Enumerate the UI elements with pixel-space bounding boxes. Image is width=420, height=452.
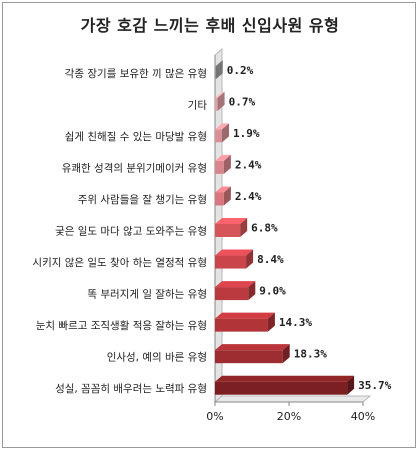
category-label: 똑 부러지게 일 잘하는 유형 — [87, 288, 207, 301]
chart-frame — [2, 2, 416, 448]
bar-top — [215, 249, 254, 256]
bar — [215, 224, 241, 237]
value-label: 2.4% — [235, 190, 262, 203]
chart-title: 가장 호감 느끼는 후배 신입사원 유형 — [80, 16, 340, 35]
category-label: 시키지 않은 일도 찾아 하는 열정적 유형 — [32, 256, 207, 269]
category-label: 주위 사람들을 잘 챙기는 유형 — [78, 193, 207, 206]
value-label: 0.2% — [227, 64, 254, 77]
bar-side — [223, 154, 231, 174]
value-label: 35.7% — [358, 379, 391, 392]
bar-top — [215, 375, 355, 382]
bar-top — [215, 123, 230, 130]
value-label: 1.9% — [233, 127, 260, 140]
value-label: 9.0% — [259, 285, 286, 298]
bar-side — [282, 344, 290, 364]
bar — [215, 192, 224, 206]
bar-side — [217, 91, 225, 111]
bar — [215, 160, 224, 174]
bar — [215, 350, 283, 364]
value-label: 6.8% — [251, 222, 278, 235]
bar-side — [267, 312, 275, 332]
value-label: 2.4% — [235, 158, 262, 171]
bar — [215, 66, 216, 80]
category-label: 눈치 빠르고 조직생활 적응 잘하는 유형 — [36, 319, 207, 332]
bar-side — [223, 186, 231, 206]
bar-top — [215, 344, 290, 351]
category-label: 성실, 꼼꼼히 배우려는 노력파 유형 — [55, 383, 207, 395]
bar — [215, 381, 348, 395]
x-tick-label: 20% — [277, 410, 301, 423]
bar — [215, 129, 223, 143]
category-label: 인사성, 예의 바른 유형 — [107, 351, 207, 364]
bar-side — [240, 218, 248, 237]
bar-side — [246, 249, 254, 269]
value-label: 14.3% — [279, 316, 312, 329]
bar-side — [248, 281, 256, 301]
value-label: 0.7% — [229, 95, 256, 108]
bar-top — [215, 60, 223, 67]
x-tick-label: 40% — [351, 410, 375, 423]
floor — [213, 395, 372, 403]
bar-top — [215, 186, 231, 193]
bar — [215, 318, 268, 332]
bar-top — [215, 154, 231, 161]
bar — [215, 287, 249, 301]
bar-top — [215, 281, 256, 288]
bar — [215, 97, 218, 111]
category-label: 유쾌한 성격의 분위기메이커 유형 — [62, 161, 207, 174]
category-label: 기타 — [188, 99, 208, 111]
category-label: 쉽게 친해질 수 있는 마당발 유형 — [65, 130, 207, 143]
value-label: 8.4% — [257, 253, 284, 266]
bar-top — [215, 218, 248, 224]
value-label: 18.3% — [294, 348, 327, 361]
bar-top — [215, 312, 275, 319]
x-tick-label: 0% — [206, 410, 223, 423]
bar — [215, 255, 247, 269]
bar-side — [222, 123, 230, 143]
category-label: 각종 장기를 보유한 끼 많은 유형 — [65, 68, 207, 80]
bar-top — [215, 91, 225, 98]
category-label: 궂은 일도 마다 않고 도와주는 유형 — [55, 225, 207, 238]
bar-side — [347, 375, 355, 395]
bar-side — [215, 60, 223, 80]
